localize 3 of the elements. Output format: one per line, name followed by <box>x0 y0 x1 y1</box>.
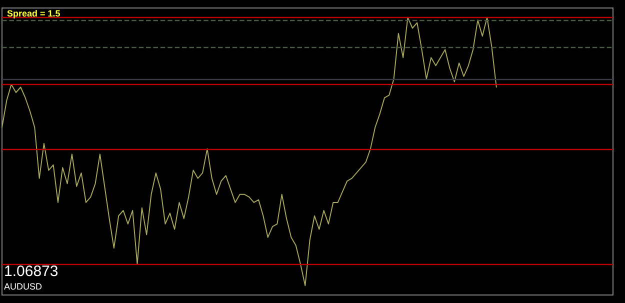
annotation: AUDUSD <box>4 282 43 292</box>
chart-title: Spread = 1.5 <box>7 8 60 18</box>
annotation: 1.06873 <box>4 263 58 280</box>
